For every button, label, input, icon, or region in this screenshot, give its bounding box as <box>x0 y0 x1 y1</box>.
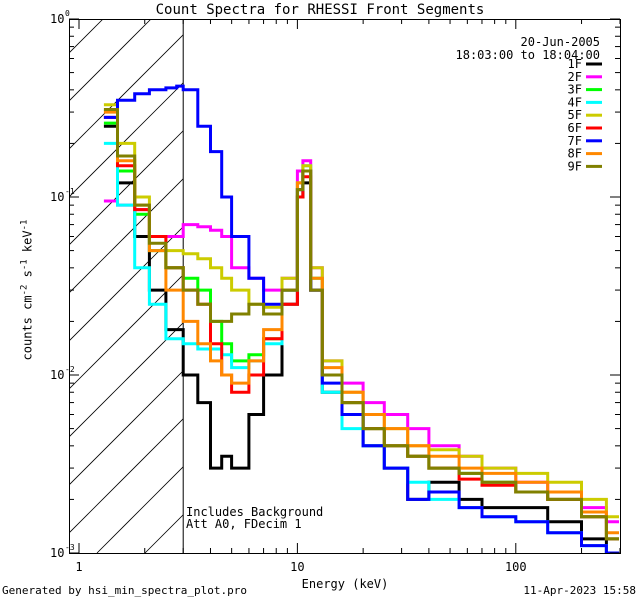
hatch-line <box>69 19 152 102</box>
legend-label-4F: 4F <box>568 95 582 109</box>
y-label-exp: -1 <box>19 259 30 271</box>
hatch-mask <box>183 19 621 553</box>
legend-label-7F: 7F <box>568 134 582 148</box>
legend-label-5F: 5F <box>568 108 582 122</box>
x-tick-label: 100 <box>505 560 527 574</box>
y-label-part: counts cm <box>20 295 35 361</box>
y-tick-label: 10 <box>50 546 64 560</box>
plot-frame <box>69 19 621 554</box>
footer-timestamp: 11-Apr-2023 15:58 <box>523 584 636 597</box>
date-label: 20-Jun-2005 <box>520 35 600 49</box>
annotation-attenuator: Att A0, FDecim 1 <box>186 517 302 531</box>
y-label-exp: -1 <box>19 219 30 231</box>
background-hatch-region <box>69 19 621 553</box>
legend-label-8F: 8F <box>568 147 582 161</box>
legend-label-2F: 2F <box>568 70 582 84</box>
x-tick-label: 1 <box>75 560 82 574</box>
y-tick-label: 10 <box>50 190 64 204</box>
legend-label-1F: 1F <box>568 57 582 71</box>
legend-label-3F: 3F <box>568 83 582 97</box>
x-axis-label: Energy (keV) <box>301 577 389 591</box>
series-group <box>103 84 619 553</box>
y-label-part: s <box>20 270 35 285</box>
y-tick-exponent: -1 <box>65 187 75 196</box>
footer-generator: Generated by hsi_min_spectra_plot.pro <box>2 584 248 597</box>
y-label-exp: -2 <box>19 284 30 296</box>
y-tick-exponent: -2 <box>65 365 75 374</box>
hatch-line <box>69 19 200 150</box>
legend-label-9F: 9F <box>568 159 582 173</box>
series-line-9F <box>103 108 619 541</box>
x-tick-label: 10 <box>290 560 304 574</box>
y-tick-exponent: 0 <box>65 9 70 18</box>
legend-label-6F: 6F <box>568 121 582 135</box>
y-tick-label: 10 <box>50 368 64 382</box>
y-label-part: keV <box>20 230 35 260</box>
annotation-background: Includes Background <box>186 505 324 519</box>
y-axis-label: counts cm-2 s-1 keV-1 <box>20 220 35 361</box>
y-tick-label: 10 <box>50 12 64 26</box>
chart-title: Count Spectra for RHESSI Front Segments <box>155 2 485 18</box>
y-tick-exponent: -3 <box>65 543 75 552</box>
time-range-label: 18:03:00 to 18:04:00 <box>455 48 601 62</box>
